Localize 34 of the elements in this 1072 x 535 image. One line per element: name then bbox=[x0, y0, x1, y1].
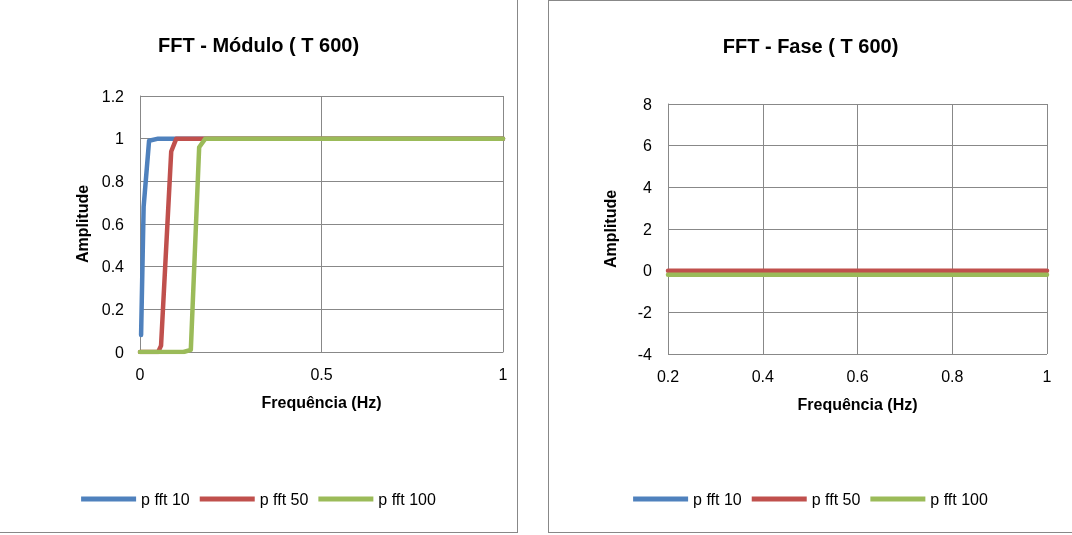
y-tick-label: 2 bbox=[643, 220, 653, 238]
y-tick-label: 8 bbox=[643, 95, 653, 113]
chart-title: FFT - Fase ( T 600) bbox=[722, 35, 899, 57]
x-tick-label: 0 bbox=[135, 365, 145, 383]
y-tick-label: 6 bbox=[643, 137, 653, 155]
x-axis-title: Frequência (Hz) bbox=[261, 393, 382, 411]
legend-label: p fft 50 bbox=[259, 490, 309, 508]
y-tick-label: 0.4 bbox=[101, 258, 125, 276]
legend-label: p fft 10 bbox=[693, 490, 742, 508]
x-tick-label: 0.2 bbox=[656, 367, 680, 385]
y-tick-label: 0 bbox=[643, 262, 653, 280]
chart-title: FFT - Módulo ( T 600) bbox=[157, 34, 360, 56]
x-tick-label: 1 bbox=[1042, 367, 1052, 385]
x-axis-title: Frequência (Hz) bbox=[797, 395, 918, 413]
y-tick-label: 0.6 bbox=[101, 215, 125, 233]
y-axis-title: Amplitude bbox=[601, 189, 619, 269]
x-tick-label: 0.6 bbox=[846, 367, 869, 385]
y-tick-label: 4 bbox=[643, 178, 653, 196]
x-tick-label: 1 bbox=[498, 365, 508, 383]
y-tick-label: -4 bbox=[637, 345, 653, 363]
y-tick-label: 1 bbox=[115, 130, 125, 148]
y-tick-label: 0 bbox=[115, 343, 125, 361]
x-tick-label: 0.4 bbox=[751, 367, 774, 385]
y-tick-label: 0.2 bbox=[101, 300, 125, 318]
legend-label: p fft 100 bbox=[930, 490, 988, 508]
y-tick-label: -2 bbox=[637, 303, 653, 321]
x-tick-label: 0.8 bbox=[941, 367, 964, 385]
legend-label: p fft 100 bbox=[378, 490, 436, 508]
y-tick-label: 0.8 bbox=[101, 172, 125, 190]
legend-label: p fft 50 bbox=[811, 490, 861, 508]
y-tick-label: 1.2 bbox=[101, 87, 125, 105]
y-axis-title: Amplitude bbox=[73, 184, 91, 264]
legend-label: p fft 10 bbox=[141, 490, 190, 508]
x-tick-label: 0.5 bbox=[310, 365, 333, 383]
